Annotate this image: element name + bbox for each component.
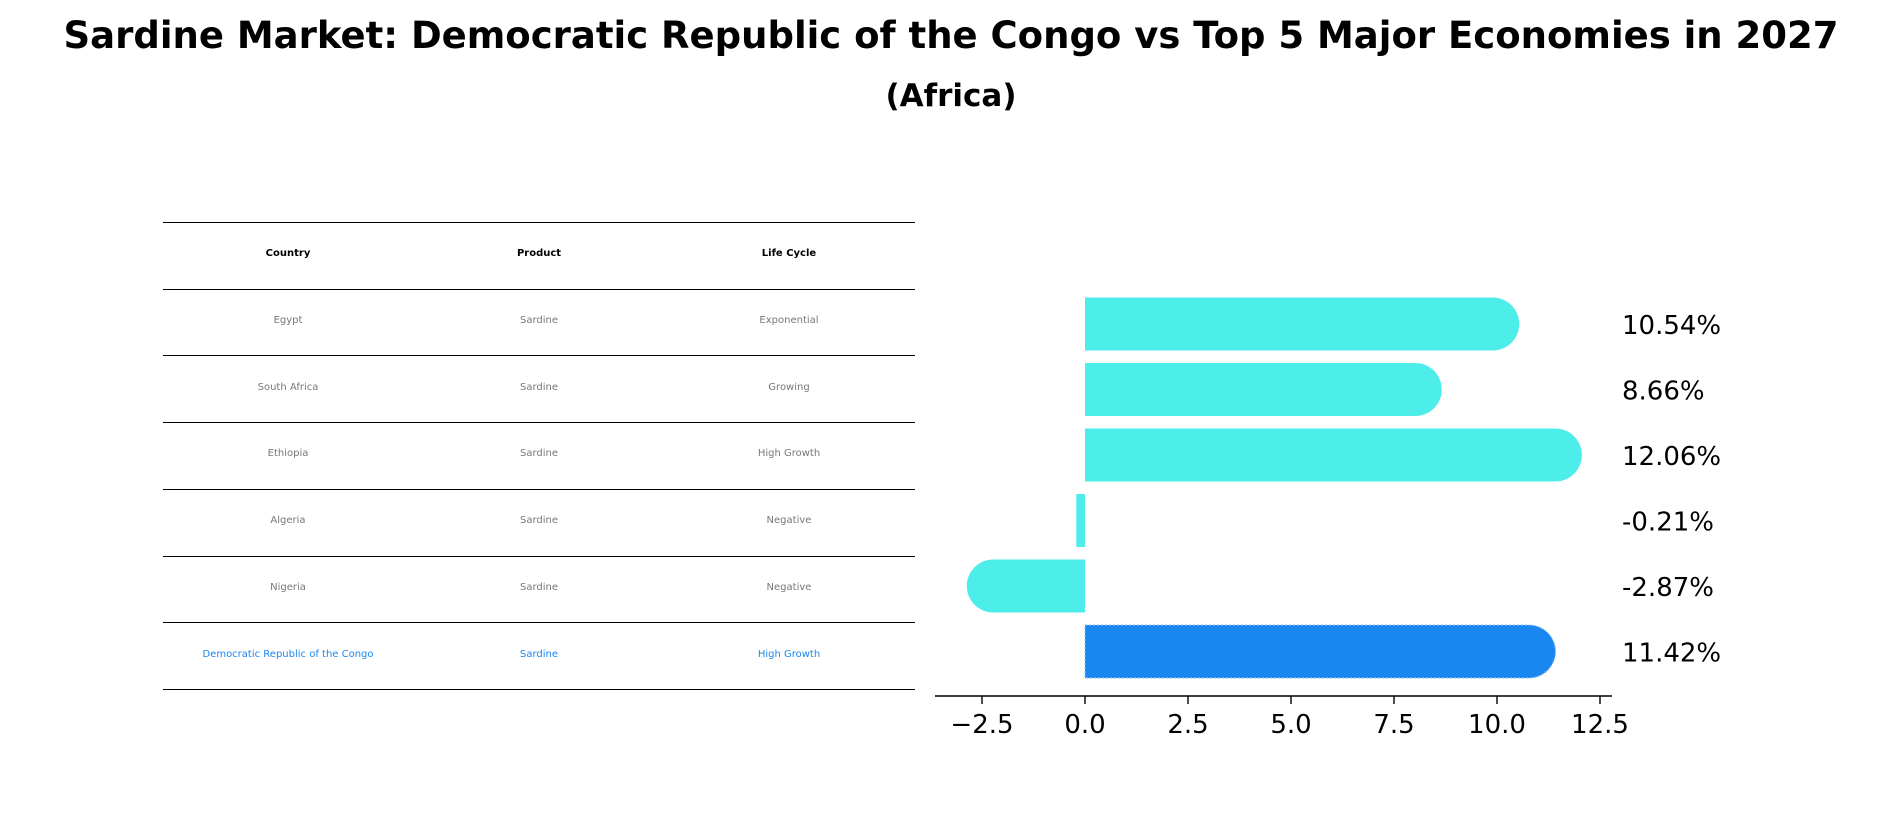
table-cell-life-cycle: High Growth [757,448,821,460]
table-cell-product: Sardine [519,315,559,327]
bar [1084,624,1557,679]
bar-value-label: -2.87% [1622,573,1714,603]
table-header-cell: Product [516,248,562,260]
table-cell-country: Nigeria [270,581,306,593]
table-cell-country: Democratic Republic of the Congo [202,648,374,660]
table-rule [163,222,915,223]
table-rule [163,555,915,557]
bar [1085,428,1582,482]
table-cell-life-cycle: High Growth [757,648,821,660]
table-cell-life-cycle: Negative [766,581,812,593]
table-header-cell: Country [265,248,311,260]
table-cell-country: Ethiopia [267,448,309,460]
table-rule [163,688,915,690]
bar [966,559,1085,613]
bar [1085,297,1520,351]
table-rule [163,488,915,490]
table-rule [163,355,915,357]
table-cell-product: Sardine [519,448,559,460]
table-cell-country: Algeria [270,515,306,527]
bar-value-label: 11.42% [1622,639,1721,669]
table-rule [163,288,915,290]
table-cell-life-cycle: Negative [766,515,812,527]
table-header-cell: Life Cycle [761,248,817,260]
x-tick-label: 5.0 [1270,710,1311,740]
bar [1076,494,1085,547]
x-tick-label: 12.5 [1571,710,1629,740]
table-cell-product: Sardine [519,581,559,593]
table-cell-product: Sardine [519,381,559,393]
x-tick-label: 0.0 [1064,710,1105,740]
table-cell-country: South Africa [257,381,319,393]
bar-value-label: 12.06% [1622,442,1721,472]
table-cell-country: Egypt [273,315,303,327]
table-rule [163,422,915,424]
table-cell-life-cycle: Growing [768,381,810,393]
x-tick-label: 10.0 [1468,710,1526,740]
table-cell-product: Sardine [519,515,559,527]
chart-title: Sardine Market: Democratic Republic of t… [63,14,1839,57]
bar-value-label: -0.21% [1622,508,1714,538]
table-cell-product: Sardine [519,648,559,660]
x-tick-label: 2.5 [1167,710,1208,740]
bar-value-label: 8.66% [1622,377,1705,407]
x-tick-label: 7.5 [1373,710,1414,740]
table-rule [163,622,915,624]
table-cell-life-cycle: Exponential [759,315,819,327]
chart-subtitle: (Africa) [885,78,1017,114]
x-tick-label: −2.5 [950,710,1013,740]
bar [1085,363,1442,416]
bar-value-label: 10.54% [1622,311,1721,341]
